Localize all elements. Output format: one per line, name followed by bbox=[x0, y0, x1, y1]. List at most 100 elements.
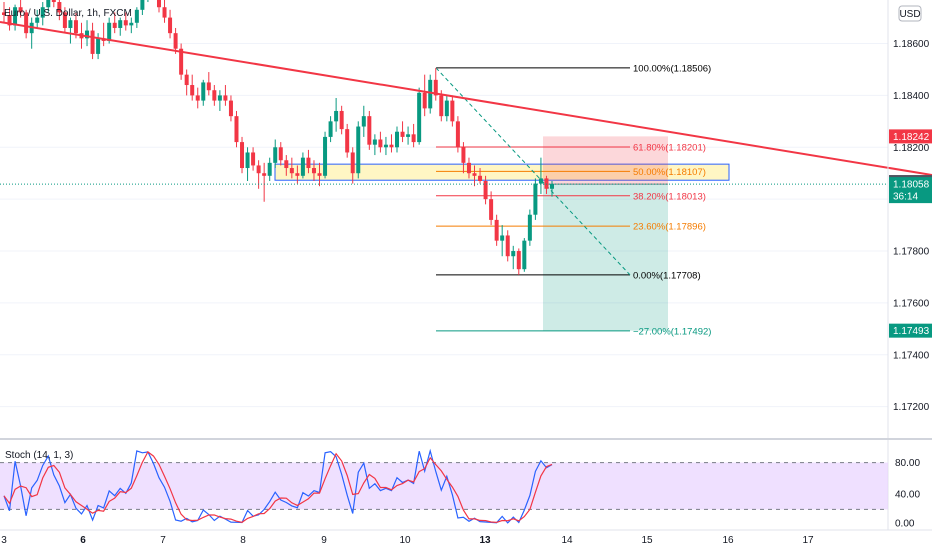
candle-body bbox=[7, 15, 12, 26]
candle-body bbox=[300, 157, 305, 176]
candle-body bbox=[334, 110, 339, 122]
take-profit-area[interactable] bbox=[543, 184, 668, 331]
fib-level-label: 0.00%(1.17708) bbox=[633, 270, 701, 281]
stoch-band bbox=[0, 462, 888, 510]
candle-body bbox=[466, 162, 471, 174]
price-marker-box bbox=[889, 177, 932, 204]
descending-trendline[interactable] bbox=[0, 21, 932, 176]
candle-body bbox=[251, 152, 256, 166]
candle-body bbox=[500, 235, 505, 241]
candle-body bbox=[217, 95, 222, 101]
candle-body bbox=[40, 7, 45, 18]
price-tick-label: 1.18400 bbox=[893, 91, 930, 102]
candle-body bbox=[123, 20, 128, 26]
stoch-tick-label: 40.00 bbox=[895, 489, 920, 500]
candle-body bbox=[395, 131, 400, 148]
candle-body bbox=[234, 116, 239, 143]
candle-body bbox=[129, 22, 134, 26]
price-tick-label: 1.18600 bbox=[893, 39, 930, 50]
candle-body bbox=[516, 251, 521, 270]
trendline[interactable] bbox=[0, 21, 932, 176]
candle-body bbox=[18, 7, 23, 13]
candle-body bbox=[367, 116, 372, 145]
candle-body bbox=[483, 181, 488, 200]
fibonacci-retracement[interactable]: 100.00%(1.18506) 61.80%(1.18201) 50.00%(1.… bbox=[435, 63, 711, 337]
time-tick-label: 8 bbox=[240, 535, 246, 546]
currency-label: USD bbox=[899, 9, 920, 20]
candle-body bbox=[289, 168, 294, 174]
stoch-label: Stoch (14, 1, 3) bbox=[5, 450, 73, 461]
currency-button[interactable]: USD bbox=[898, 5, 922, 22]
candle-body bbox=[411, 134, 416, 143]
chart-title: Euro / U.S. Dollar, 1h, FXCM bbox=[4, 8, 132, 19]
candle-body bbox=[417, 92, 422, 143]
price-marker-box bbox=[889, 129, 932, 144]
candle-body bbox=[428, 79, 433, 109]
price-tick-label: 1.17800 bbox=[893, 247, 930, 258]
candle-body bbox=[168, 17, 173, 34]
candle-body bbox=[389, 144, 394, 148]
stoch-k-line bbox=[3, 448, 553, 524]
candle-body bbox=[406, 134, 411, 137]
candle-body bbox=[68, 20, 73, 28]
time-tick-label: 9 bbox=[321, 535, 327, 546]
candle-body bbox=[533, 183, 538, 215]
candle-body bbox=[439, 95, 444, 117]
candle-body bbox=[433, 79, 438, 96]
candle-body bbox=[228, 100, 233, 117]
price-marker-box bbox=[889, 323, 932, 338]
candle-body bbox=[134, 9, 139, 23]
candle-body bbox=[273, 147, 278, 163]
candle-body bbox=[173, 33, 178, 49]
candle-body bbox=[184, 74, 189, 86]
price-marker-text: 1.18242 bbox=[893, 132, 930, 143]
candle-body bbox=[328, 121, 333, 137]
candle-body bbox=[361, 116, 366, 127]
candle-body bbox=[317, 173, 322, 176]
time-tick-label: 13 bbox=[479, 535, 491, 546]
candle-body bbox=[223, 95, 228, 101]
price-axis[interactable]: 1.188001.186001.184001.182001.180001.178… bbox=[893, 0, 930, 530]
candle-body bbox=[256, 165, 261, 174]
candle-body bbox=[345, 129, 350, 153]
candle-body bbox=[118, 20, 123, 28]
short-position-tool[interactable] bbox=[543, 136, 668, 331]
zone-box[interactable] bbox=[274, 163, 730, 181]
price-marker-text: 1.17493 bbox=[893, 326, 930, 337]
candle-body bbox=[51, 0, 56, 3]
support-zone[interactable] bbox=[274, 163, 730, 181]
candle-body bbox=[450, 100, 455, 122]
fib-level-label: 61.80%(1.18201) bbox=[633, 143, 706, 154]
time-tick-label: 10 bbox=[399, 535, 411, 546]
price-tick-label: 1.17200 bbox=[893, 402, 930, 413]
candle-body bbox=[245, 152, 250, 169]
time-axis[interactable]: 3 6 7 8 9 10 13 14 15 16 17 bbox=[1, 535, 814, 546]
candle-body bbox=[295, 173, 300, 176]
candle-body bbox=[46, 0, 51, 8]
candle-body bbox=[195, 95, 200, 101]
candle-body bbox=[478, 175, 483, 181]
candle-body bbox=[156, 0, 161, 8]
candle-body bbox=[2, 12, 6, 15]
candle-body bbox=[179, 48, 184, 75]
stop-loss-area[interactable] bbox=[543, 136, 668, 185]
candle-body bbox=[162, 7, 167, 18]
candle-body bbox=[378, 139, 383, 148]
candle-body bbox=[350, 152, 355, 174]
time-tick-label: 15 bbox=[641, 535, 653, 546]
candle-body bbox=[73, 20, 78, 34]
candle-body bbox=[527, 214, 532, 241]
fib-level-label: 38.20%(1.18013) bbox=[633, 191, 706, 202]
candle-body bbox=[13, 7, 18, 26]
time-tick-label: 14 bbox=[561, 535, 573, 546]
candle-body bbox=[201, 82, 206, 101]
candle-body bbox=[278, 147, 283, 161]
fib-level-label: 50.00%(1.18107) bbox=[633, 167, 706, 178]
candle-body bbox=[85, 30, 90, 39]
candle-body bbox=[140, 0, 145, 10]
fib-level-label: 23.60%(1.17896) bbox=[633, 222, 706, 233]
candle-body bbox=[455, 121, 460, 148]
candle-body bbox=[444, 100, 449, 117]
